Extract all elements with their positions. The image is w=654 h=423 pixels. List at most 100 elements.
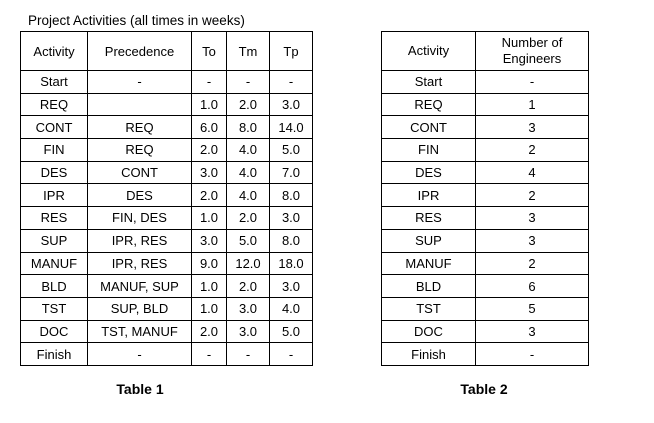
- table-cell: 2.0: [191, 319, 227, 344]
- table-cell: 4: [475, 160, 589, 185]
- column-header-number-engineers: Number of Engineers: [475, 31, 589, 71]
- table-cell: Start: [381, 70, 476, 94]
- table-row: MANUF IPR, RES 9.0 12.0 18.0: [20, 251, 313, 276]
- table-cell: CONT: [87, 160, 192, 185]
- table-row: CONT REQ 6.0 8.0 14.0: [20, 115, 313, 140]
- table-row: IPR DES 2.0 4.0 8.0: [20, 183, 313, 208]
- table-row: TST SUP, BLD 1.0 3.0 4.0: [20, 296, 313, 321]
- table-cell: 3: [475, 115, 589, 140]
- table-cell: -: [191, 70, 227, 94]
- column-header-precedence: Precedence: [87, 31, 192, 71]
- table-row: FIN 2: [381, 138, 589, 162]
- table-row: REQ 1.0 2.0 3.0: [20, 92, 313, 117]
- table2-caption: Table 2: [460, 381, 508, 397]
- table-cell: 3.0: [269, 206, 313, 230]
- table-cell: REQ: [381, 92, 476, 117]
- table-cell: CONT: [20, 115, 88, 140]
- table-row: RES FIN, DES 1.0 2.0 3.0: [20, 206, 313, 230]
- table-cell: 1.0: [191, 206, 227, 230]
- table-cell: TST: [20, 296, 88, 321]
- table-cell: 3.0: [191, 228, 227, 253]
- table-cell: SUP, BLD: [87, 296, 192, 321]
- table-cell: 3: [475, 206, 589, 230]
- table-cell: 5: [475, 296, 589, 321]
- table-cell: BLD: [20, 274, 88, 298]
- table-cell: RES: [381, 206, 476, 230]
- column-header-activity: Activity: [381, 31, 476, 71]
- table-row: MANUF 2: [381, 251, 589, 276]
- project-activities-table: Activity Precedence To Tm Tp Start - - - - RE…: [20, 31, 313, 366]
- table-cell: IPR, RES: [87, 228, 192, 253]
- table1-caption: Table 1: [116, 381, 164, 397]
- table2-header: Activity Number of Engineers: [381, 31, 589, 71]
- table-cell: -: [191, 342, 227, 366]
- table-cell: 4.0: [269, 296, 313, 321]
- table-cell: FIN, DES: [87, 206, 192, 230]
- table-cell: 6: [475, 274, 589, 298]
- table-row: BLD 6: [381, 274, 589, 298]
- table-cell: MANUF, SUP: [87, 274, 192, 298]
- table-cell: 1.0: [191, 274, 227, 298]
- table-cell: SUP: [381, 228, 476, 253]
- column-header-activity: Activity: [20, 31, 88, 71]
- column-header-to: To: [191, 31, 227, 71]
- table-cell: IPR: [20, 183, 88, 208]
- table-cell: Finish: [381, 342, 476, 366]
- table-cell: 3: [475, 228, 589, 253]
- table-cell: -: [475, 70, 589, 94]
- table-cell: 2.0: [226, 206, 270, 230]
- table-cell: 2: [475, 138, 589, 162]
- table-cell: -: [87, 342, 192, 366]
- table-cell: 3.0: [226, 296, 270, 321]
- engineers-table: Activity Number of Engineers Start - REQ 1 C…: [381, 31, 589, 366]
- table-cell: TST: [381, 296, 476, 321]
- page-title: Project Activities (all times in weeks): [28, 13, 245, 28]
- table-row: CONT 3: [381, 115, 589, 140]
- table1-body: Start - - - - REQ 1.0 2.0 3.0 CONT REQ 6.0 8.0 14.0 FI…: [20, 70, 313, 366]
- table-cell: SUP: [20, 228, 88, 253]
- table-row: BLD MANUF, SUP 1.0 2.0 3.0: [20, 274, 313, 298]
- table-cell: Finish: [20, 342, 88, 366]
- table-cell: 2: [475, 183, 589, 208]
- table-cell: 4.0: [226, 183, 270, 208]
- table-row: Finish - - - -: [20, 342, 313, 366]
- table-cell: 2.0: [191, 183, 227, 208]
- table-cell: REQ: [20, 92, 88, 117]
- table-row: FIN REQ 2.0 4.0 5.0: [20, 138, 313, 162]
- table-cell: IPR, RES: [87, 251, 192, 276]
- table-header-row: Activity Number of Engineers: [381, 31, 589, 71]
- table-cell: 6.0: [191, 115, 227, 140]
- table-cell: -: [475, 342, 589, 366]
- table-cell: 2.0: [226, 274, 270, 298]
- table-row: DOC TST, MANUF 2.0 3.0 5.0: [20, 319, 313, 344]
- table-cell: 14.0: [269, 115, 313, 140]
- table-cell: -: [87, 70, 192, 94]
- table-cell: 2.0: [191, 138, 227, 162]
- table-cell: 2: [475, 251, 589, 276]
- table-cell: 3.0: [191, 160, 227, 185]
- table-cell: FIN: [381, 138, 476, 162]
- table-cell: 3.0: [269, 274, 313, 298]
- table-cell: 5.0: [269, 138, 313, 162]
- table-row: RES 3: [381, 206, 589, 230]
- table-cell: DOC: [381, 319, 476, 344]
- table-cell: 8.0: [269, 183, 313, 208]
- table1-header: Activity Precedence To Tm Tp: [20, 31, 313, 71]
- table-cell: -: [226, 70, 270, 94]
- table-cell: -: [269, 70, 313, 94]
- table-cell: 5.0: [269, 319, 313, 344]
- table-cell: -: [226, 342, 270, 366]
- table-cell: -: [269, 342, 313, 366]
- table-row: IPR 2: [381, 183, 589, 208]
- table-cell: 1.0: [191, 92, 227, 117]
- table-cell: 3.0: [269, 92, 313, 117]
- table-cell: CONT: [381, 115, 476, 140]
- column-header-tp: Tp: [269, 31, 313, 71]
- table-cell: DES: [20, 160, 88, 185]
- table-cell: DOC: [20, 319, 88, 344]
- table-header-row: Activity Precedence To Tm Tp: [20, 31, 313, 71]
- table-cell: 3.0: [226, 319, 270, 344]
- table-cell: REQ: [87, 138, 192, 162]
- table2-body: Start - REQ 1 CONT 3 FIN 2 DES 4 IPR 2 RES 3 SUP 3 MANUF…: [381, 70, 589, 366]
